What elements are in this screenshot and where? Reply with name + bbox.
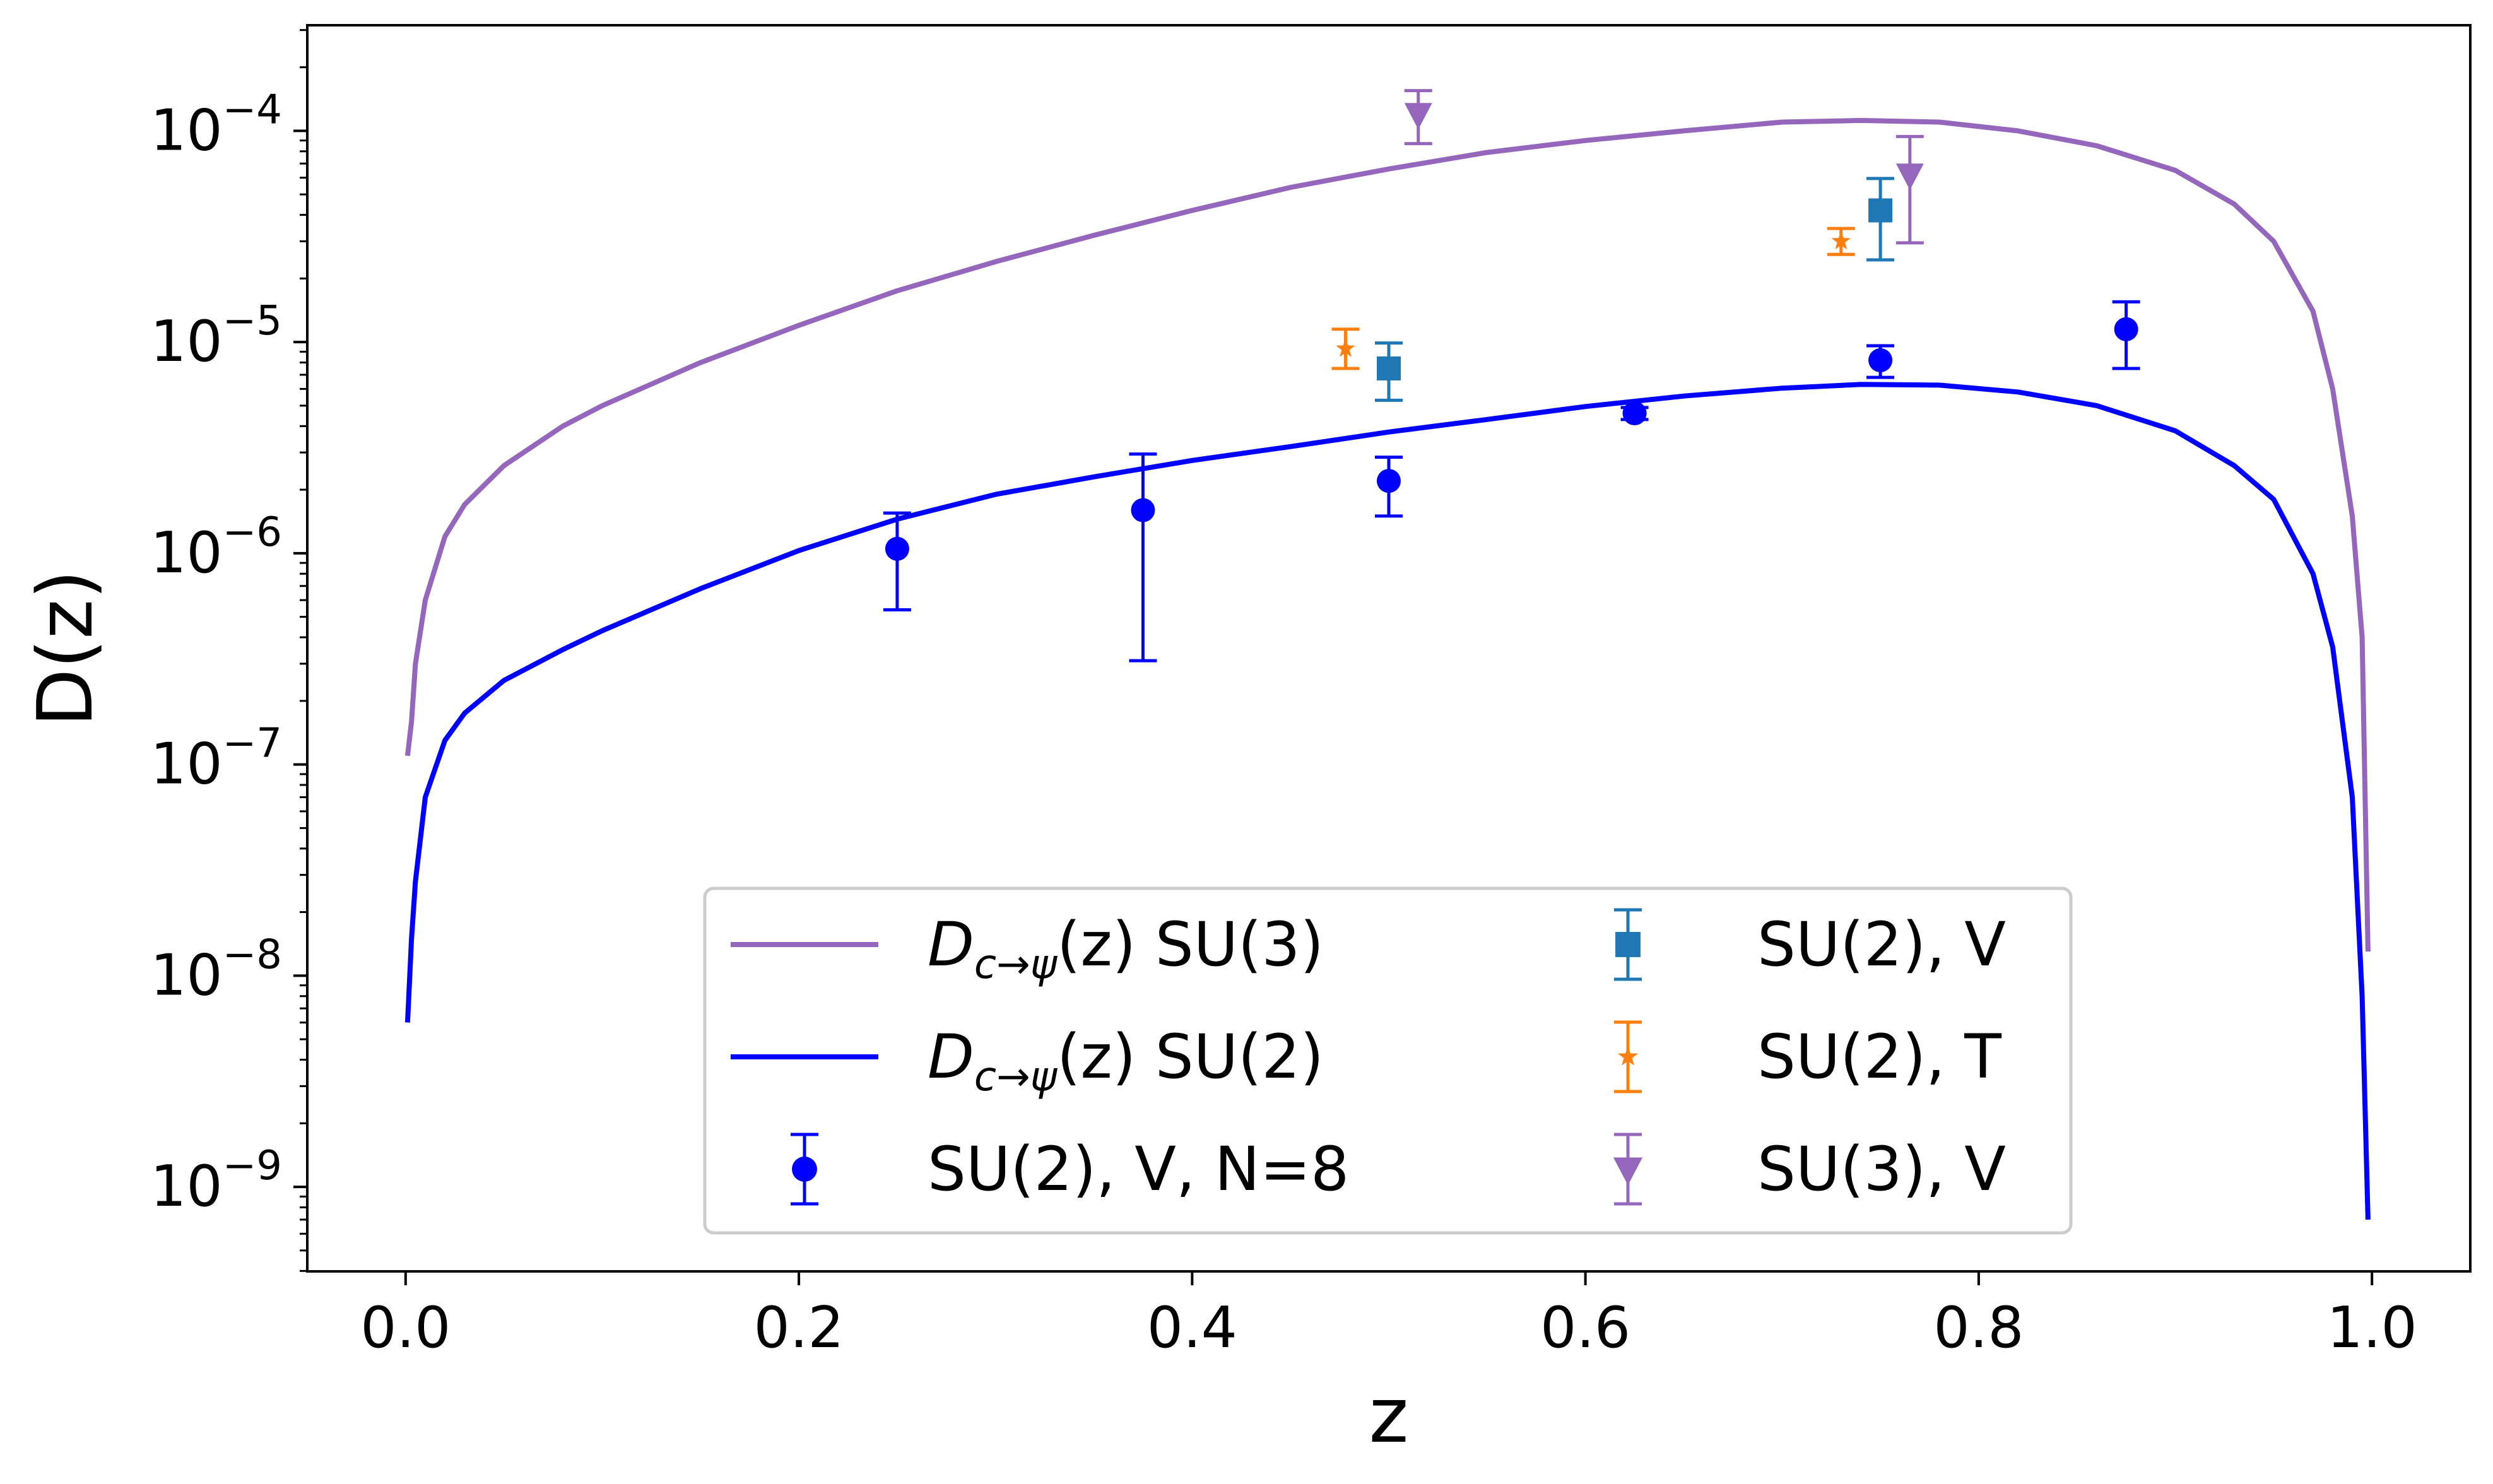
marker-circle: [1622, 401, 1647, 426]
y-axis-title: D(z): [22, 570, 110, 727]
x-tick-label: 0.4: [1147, 1295, 1237, 1361]
x-tick-label: 0.8: [1933, 1295, 2024, 1361]
x-tick-label: 1.0: [2327, 1295, 2417, 1361]
marker-star: [1831, 231, 1851, 250]
marker-triangle: [1404, 103, 1432, 130]
marker-circle: [792, 1157, 817, 1182]
legend-marker-swatch: [1614, 1020, 1642, 1093]
legend-label: Dc→ψ(z) SU(3): [928, 909, 1324, 988]
marker-triangle: [1613, 1157, 1643, 1186]
errorbar-series: [1375, 177, 1895, 402]
x-tick-label: 0.6: [1540, 1295, 1630, 1361]
plot-area: [404, 89, 2371, 1220]
curve-line: [404, 117, 2371, 952]
y-tick-label: 10−4: [150, 86, 282, 163]
legend-label: SU(3), V: [1757, 1134, 2006, 1204]
x-axis-title: z: [1369, 1372, 1409, 1460]
y-tick-label: 10−8: [150, 931, 282, 1008]
curve-line: [404, 382, 2371, 1220]
errorbar-series: [883, 300, 2140, 662]
error-bar: [883, 511, 911, 611]
y-tick-label: 10−7: [150, 721, 282, 798]
error-bar: [1129, 452, 1157, 662]
x-tick-label: 0.0: [360, 1295, 451, 1361]
marker-circle: [1131, 498, 1155, 522]
marker-circle: [885, 536, 909, 561]
marker-star: [1618, 1046, 1638, 1066]
legend-marker-swatch: [1613, 1133, 1643, 1206]
y-tick-label: 10−5: [150, 298, 282, 375]
curves-layer: [404, 117, 2371, 1220]
marker-square: [1868, 198, 1893, 223]
legend-marker-swatch: [1614, 908, 1642, 981]
marker-star: [1336, 338, 1355, 357]
y-tick-label: 10−9: [150, 1143, 282, 1220]
errorbar-series: [1331, 227, 1855, 370]
errorbar-series: [1404, 89, 1924, 245]
marker-circle: [1868, 348, 1893, 372]
marker-circle: [1377, 469, 1401, 493]
points-layer: [883, 89, 2140, 662]
x-tick-label: 0.2: [754, 1295, 844, 1361]
legend-frame: [703, 886, 2073, 1235]
marker-square: [1377, 356, 1401, 380]
tick-layer: 0.0 0.2 0.4 0.6 0.8 1.0 10−4 10−5 10−6 10−7 10−8 10…: [150, 29, 2417, 1361]
legend: Dc→ψ(z) SU(3) Dc→ψ(z) SU(2) SU(2), V, N=8 S…: [703, 886, 2073, 1235]
marker-triangle: [1895, 163, 1924, 191]
marker-square: [1615, 932, 1641, 957]
legend-marker-swatch: [791, 1133, 818, 1206]
axes-frame: [306, 24, 2472, 1273]
legend-label: SU(2), T: [1757, 1022, 2001, 1092]
y-tick-label: 10−6: [150, 509, 282, 586]
legend-label: SU(2), V: [1757, 909, 2006, 980]
legend-label: SU(2), V, N=8: [928, 1134, 1349, 1204]
legend-label: Dc→ψ(z) SU(2): [928, 1022, 1324, 1100]
marker-circle: [2114, 317, 2138, 341]
